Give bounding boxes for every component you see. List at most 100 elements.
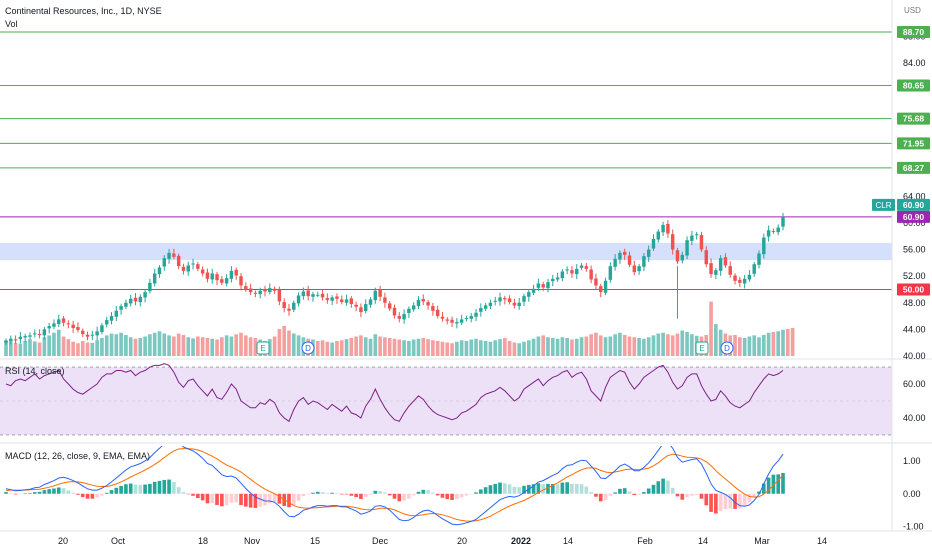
candle-body: [363, 304, 368, 312]
candle-body: [359, 307, 363, 313]
macd-histogram-bar: [291, 493, 296, 505]
candle-body: [613, 258, 617, 267]
time-tick-label: 14: [817, 536, 827, 546]
macd-histogram-bar: [85, 493, 90, 499]
macd-histogram-bar: [114, 487, 119, 494]
macd-histogram-bar: [215, 493, 219, 505]
volume-bar: [459, 340, 464, 356]
volume-bar: [752, 335, 757, 356]
macd-histogram-bar: [138, 484, 143, 494]
candle-body: [4, 340, 8, 343]
time-tick-label: Oct: [111, 536, 126, 546]
candle-body: [85, 334, 90, 337]
volume-bar: [234, 334, 239, 356]
macd-histogram-bar: [483, 487, 488, 494]
candle-body: [95, 331, 99, 336]
macd-histogram-bar: [287, 493, 291, 508]
volume-bar: [613, 334, 617, 356]
candle-body: [104, 320, 109, 325]
currency-label: USD: [904, 6, 921, 15]
volume-bar: [66, 339, 71, 356]
macd-histogram-bar: [637, 493, 641, 495]
volume-bar: [483, 341, 488, 356]
candle-body: [383, 297, 387, 303]
earnings-marker: [695, 341, 709, 355]
candle-body: [378, 289, 382, 297]
macd-histogram-bar: [781, 473, 785, 494]
candle-body: [13, 339, 18, 341]
candle-body: [503, 298, 507, 300]
candle-body: [680, 254, 685, 261]
candle-body: [373, 290, 378, 301]
candle-body: [239, 276, 243, 286]
candle-body: [575, 268, 579, 275]
candle-body: [349, 298, 354, 305]
volume-bar: [517, 343, 522, 356]
macd-histogram-bar: [61, 488, 66, 494]
time-tick-label: 18: [198, 536, 208, 546]
candle-body: [148, 282, 152, 292]
macd-histogram-bar: [498, 482, 502, 494]
macd-histogram-bar: [622, 488, 627, 494]
candle-body: [488, 302, 493, 307]
volume-bar: [680, 330, 685, 356]
macd-histogram-bar: [383, 492, 387, 494]
volume-bar: [277, 329, 282, 356]
macd-histogram-bar: [608, 493, 613, 496]
candle-body: [762, 237, 766, 255]
macd-histogram-bar: [80, 493, 85, 498]
macd-histogram-bar: [4, 492, 8, 494]
volume-bar: [291, 333, 296, 356]
time-tick-label: 20: [58, 536, 68, 546]
macd-histogram-bar: [766, 477, 771, 494]
volume-bar: [47, 335, 51, 356]
macd-histogram-bar: [330, 492, 334, 494]
volume-bar: [761, 335, 766, 356]
macd-histogram-bar: [220, 493, 224, 507]
volume-bar: [239, 332, 243, 356]
macd-histogram-bar: [320, 492, 325, 494]
time-tick-label: 20: [457, 536, 467, 546]
volume-bar: [210, 338, 215, 356]
macd-histogram-bar: [124, 484, 128, 494]
candle-body: [23, 336, 27, 338]
rsi-tick-label: 60.00: [903, 379, 926, 389]
candle-body: [579, 265, 584, 268]
candle-body: [714, 270, 718, 275]
candle-body: [90, 334, 95, 336]
volume-bar: [435, 341, 440, 356]
candle-body: [421, 299, 426, 302]
volume-bar: [757, 337, 761, 356]
candle-body: [685, 240, 689, 256]
candle-body: [287, 308, 291, 311]
volume-bar: [498, 339, 502, 356]
time-tick-label: Dec: [372, 536, 389, 546]
volume-bar: [603, 337, 608, 356]
macd-tick-label: -1.00: [903, 522, 924, 532]
price-tick-label: 40.00: [903, 351, 926, 361]
candle-body: [272, 288, 277, 291]
volume-bar: [315, 341, 320, 356]
macd-histogram-bar: [642, 492, 646, 494]
macd-histogram-bar: [52, 488, 56, 494]
candle-body: [766, 230, 771, 237]
candle-body: [52, 323, 56, 327]
volume-bar: [18, 343, 23, 356]
candle-body: [651, 238, 656, 249]
candle-body: [33, 333, 37, 335]
candle-body: [527, 292, 531, 297]
rsi-line: [5, 363, 784, 423]
macd-histogram-bar: [66, 490, 71, 494]
macd-histogram-bar: [598, 493, 603, 502]
candle-body: [670, 234, 675, 250]
macd-histogram-bar: [301, 493, 306, 497]
macd-histogram-bar: [191, 493, 195, 496]
candle-body: [109, 316, 114, 321]
candle-body: [277, 289, 282, 302]
candle-body: [200, 269, 205, 274]
volume-bar: [608, 336, 613, 356]
time-tick-label: 15: [310, 536, 320, 546]
volume-bar: [714, 324, 718, 356]
candle-body: [718, 258, 723, 271]
